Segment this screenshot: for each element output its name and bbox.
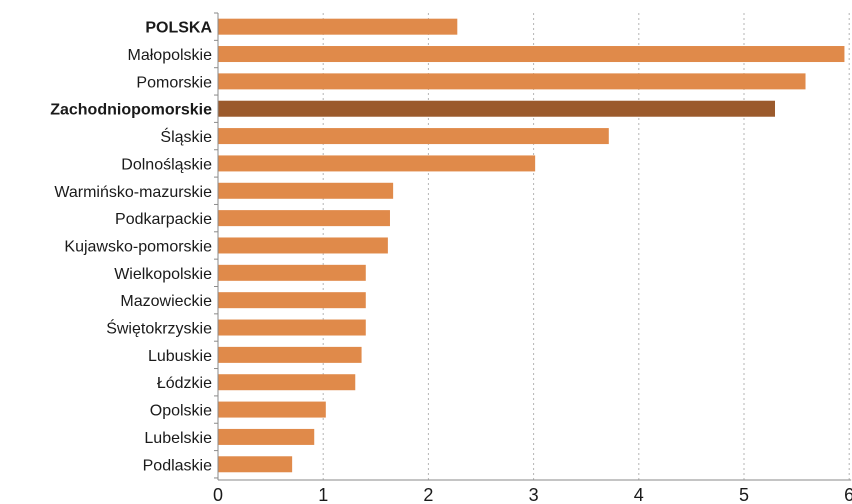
bar-13 xyxy=(218,374,356,391)
bar-9 xyxy=(218,264,366,281)
bar-8 xyxy=(218,237,388,254)
bar-3 xyxy=(218,100,776,117)
x-tick-label: 1 xyxy=(318,485,328,504)
bar-12 xyxy=(218,346,362,363)
bar-1 xyxy=(218,46,845,63)
category-label: Wielkopolskie xyxy=(114,266,212,283)
x-tick-label: 3 xyxy=(529,485,539,504)
bar-16 xyxy=(218,456,293,473)
bar-14 xyxy=(218,401,326,418)
category-label: Lubelskie xyxy=(144,430,212,447)
x-tick-labels: 0 1 2 3 4 5 6 xyxy=(213,485,852,504)
bar-0 xyxy=(218,18,458,35)
bar-2 xyxy=(218,73,806,90)
bar-5 xyxy=(218,155,536,172)
category-label: Mazowieckie xyxy=(120,293,212,310)
category-label: Podkarpackie xyxy=(115,211,212,228)
category-label: Warmińsko-mazurskie xyxy=(54,184,212,201)
x-tick-label: 4 xyxy=(634,485,644,504)
x-tick-label: 6 xyxy=(844,485,852,504)
bars xyxy=(218,18,845,473)
bar-15 xyxy=(218,428,315,445)
bar-10 xyxy=(218,292,366,309)
category-label: Małopolskie xyxy=(128,47,213,64)
bar-6 xyxy=(218,182,394,199)
bar-11 xyxy=(218,319,366,336)
axes xyxy=(214,12,852,481)
category-label: Zachodniopomorskie xyxy=(50,102,212,119)
category-label: Pomorskie xyxy=(136,74,212,91)
category-label: POLSKA xyxy=(145,20,212,37)
category-label: Dolnośląskie xyxy=(121,156,212,173)
category-label: Świętokrzyskie xyxy=(106,319,212,338)
category-label: Lubuskie xyxy=(148,348,212,365)
category-label: Śląskie xyxy=(160,127,212,146)
category-label: Łódzkie xyxy=(157,375,212,392)
category-label: Kujawsko-pomorskie xyxy=(64,238,212,255)
category-label: Opolskie xyxy=(150,403,212,420)
bar-4 xyxy=(218,128,609,145)
x-tick-label: 0 xyxy=(213,485,223,504)
category-label: Podlaskie xyxy=(143,457,212,474)
x-tick-label: 5 xyxy=(739,485,749,504)
x-tick-label: 2 xyxy=(423,485,433,504)
bar-7 xyxy=(218,210,390,227)
category-labels: POLSKA Małopolskie Pomorskie Zachodniopomor… xyxy=(50,20,212,475)
